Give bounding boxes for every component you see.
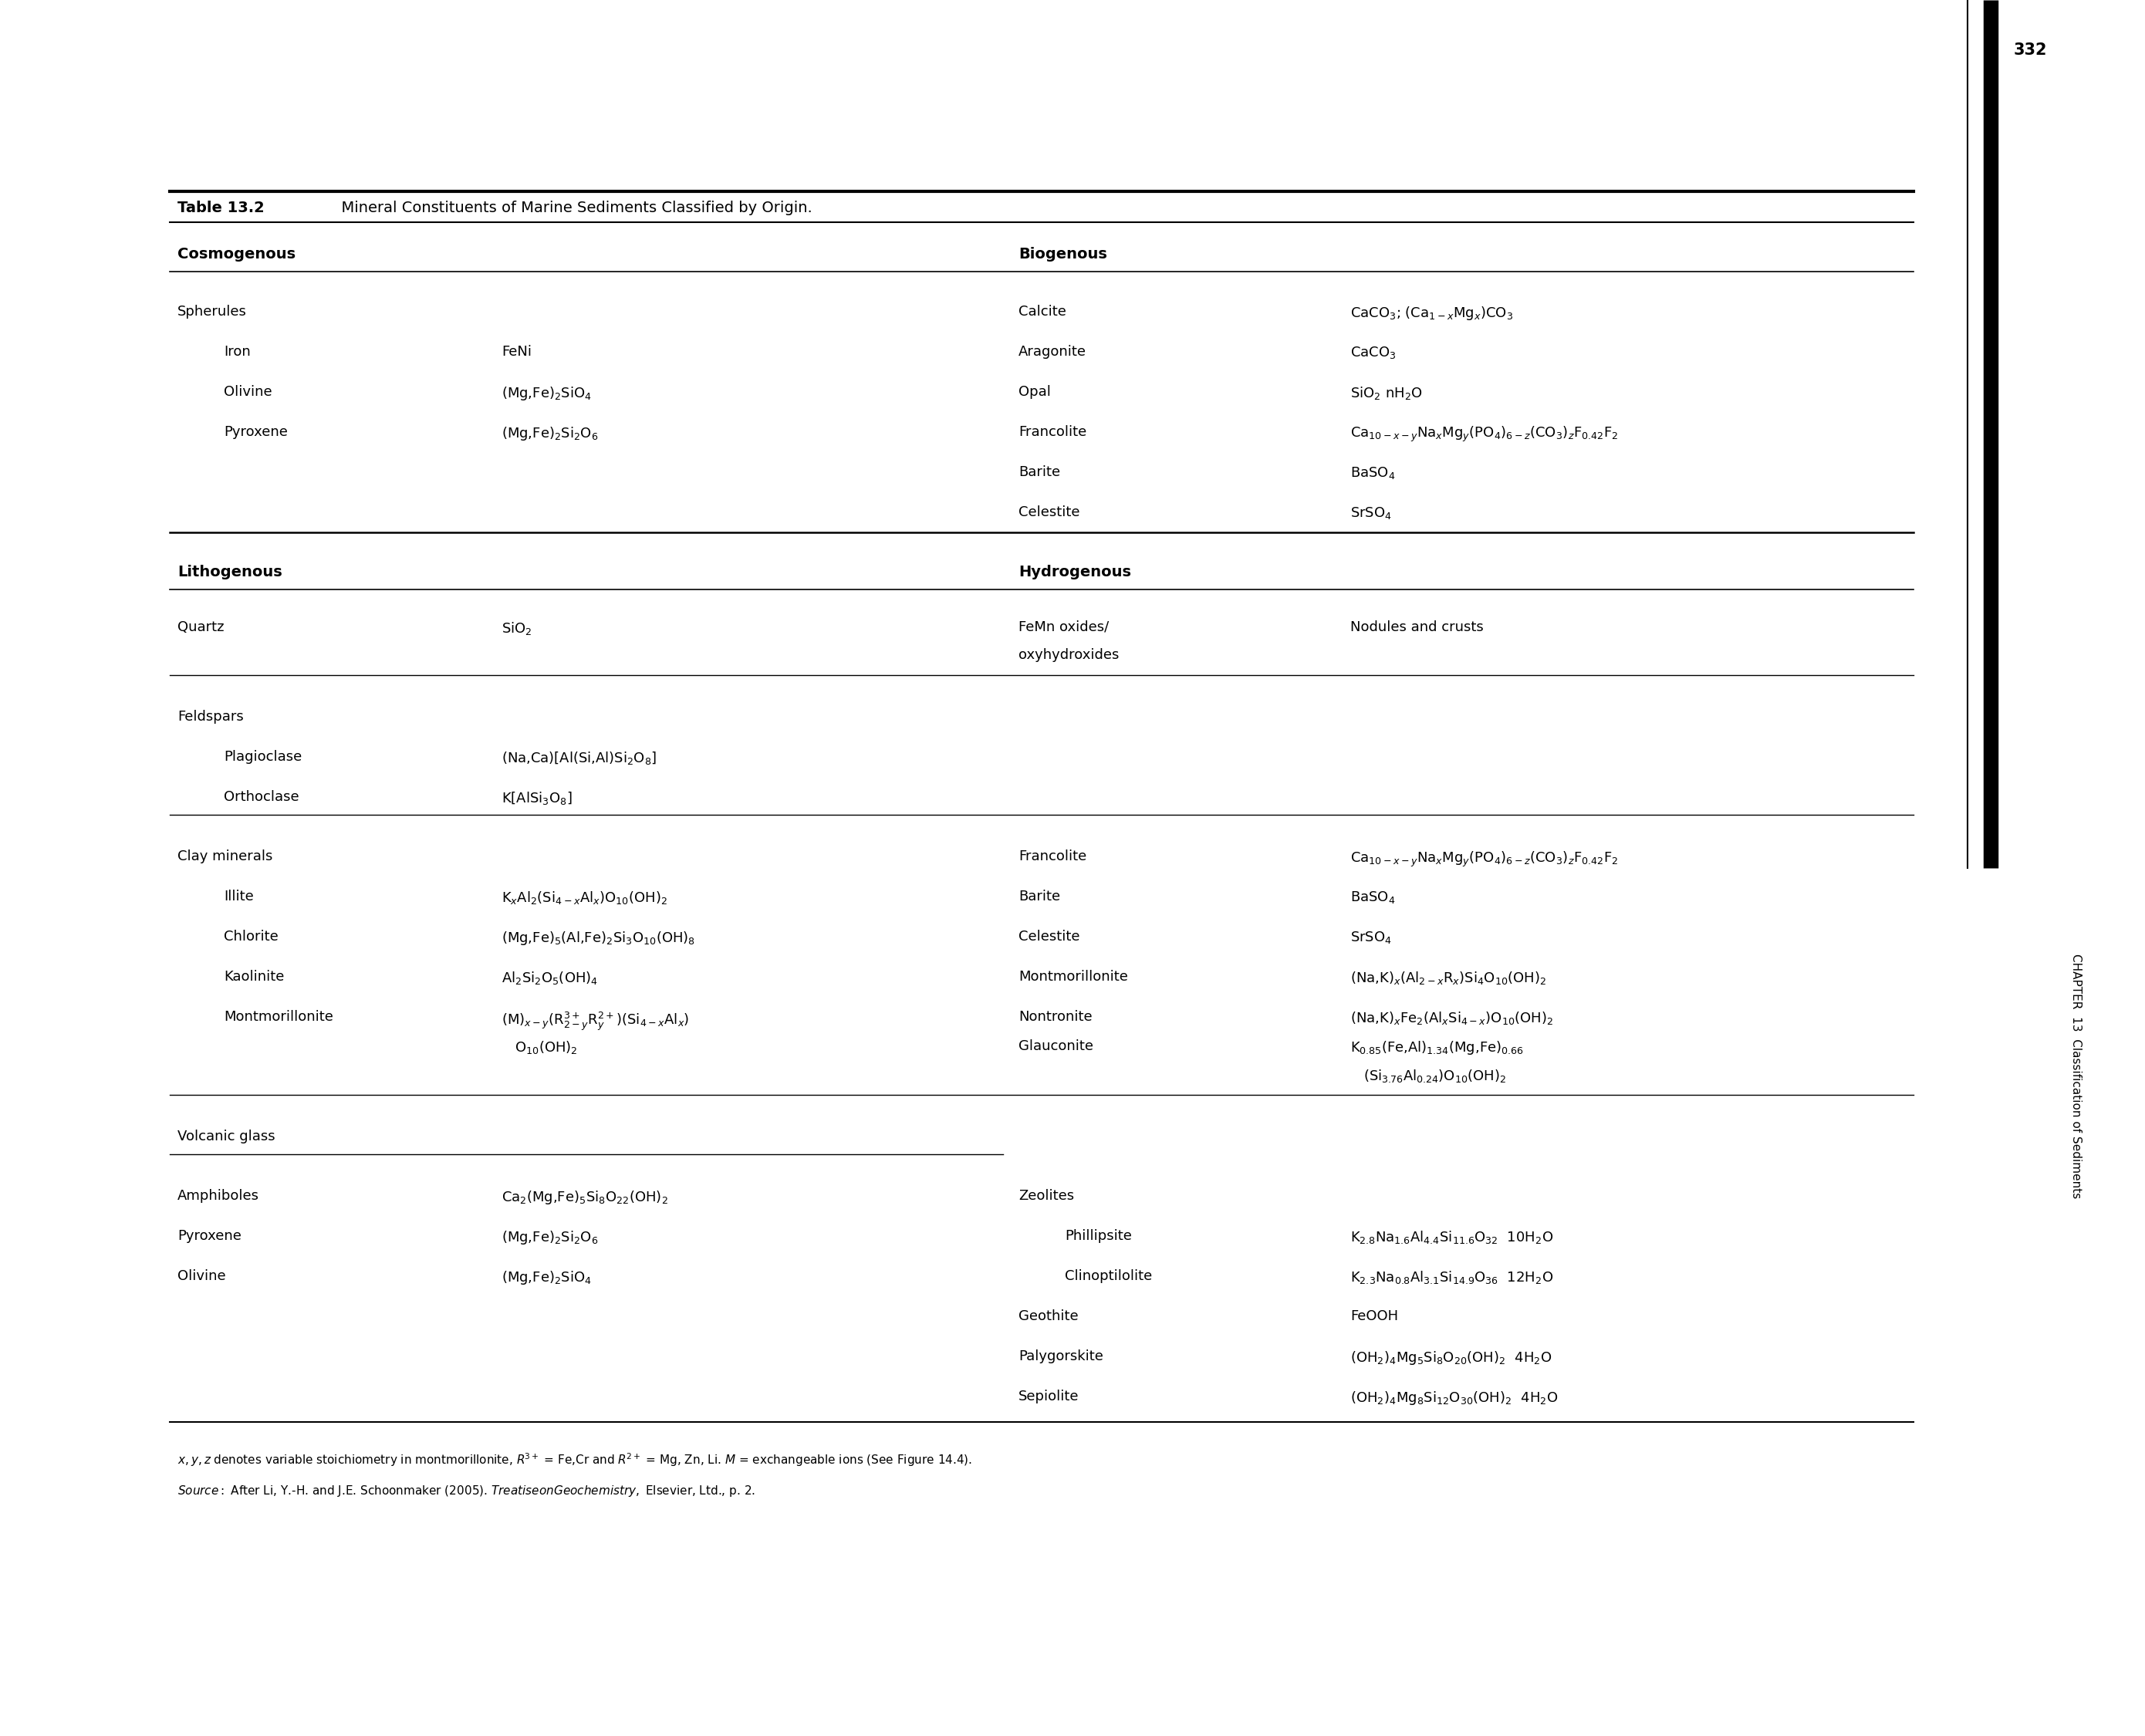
Text: Calcite: Calcite xyxy=(1019,306,1066,319)
Text: Montmorillonite: Montmorillonite xyxy=(223,1010,332,1024)
Text: Francolite: Francolite xyxy=(1019,425,1088,439)
Text: Plagioclase: Plagioclase xyxy=(223,750,302,764)
Text: Mineral Constituents of Marine Sediments Classified by Origin.: Mineral Constituents of Marine Sediments… xyxy=(332,201,813,215)
Text: Ca$_{10-x-y}$Na$_x$Mg$_y$(PO$_4$)$_{6-z}$(CO$_3$)$_z$F$_{0.42}$F$_2$: Ca$_{10-x-y}$Na$_x$Mg$_y$(PO$_4$)$_{6-z}… xyxy=(1349,851,1619,868)
Text: (Mg,Fe)$_2$SiO$_4$: (Mg,Fe)$_2$SiO$_4$ xyxy=(502,1269,592,1286)
Text: Olivine: Olivine xyxy=(223,385,272,399)
Text: CaCO$_3$; (Ca$_{1-x}$Mg$_x$)CO$_3$: CaCO$_3$; (Ca$_{1-x}$Mg$_x$)CO$_3$ xyxy=(1349,306,1512,321)
Text: CHAPTER  13  Classification of Sediments: CHAPTER 13 Classification of Sediments xyxy=(2070,953,2081,1198)
Text: CaCO$_3$: CaCO$_3$ xyxy=(1349,345,1396,361)
Text: (OH$_2$)$_4$Mg$_5$Si$_8$O$_{20}$(OH)$_2$  4H$_2$O: (OH$_2$)$_4$Mg$_5$Si$_8$O$_{20}$(OH)$_2$… xyxy=(1349,1349,1553,1366)
Text: Hydrogenous: Hydrogenous xyxy=(1019,564,1130,580)
Text: (Mg,Fe)$_2$Si$_2$O$_6$: (Mg,Fe)$_2$Si$_2$O$_6$ xyxy=(502,1229,598,1246)
Text: Quartz: Quartz xyxy=(178,620,223,634)
Text: (M)$_{x-y}$(R$^{3+}_{2-y}$R$^{2+}_y$)(Si$_{4-x}$Al$_x$): (M)$_{x-y}$(R$^{3+}_{2-y}$R$^{2+}_y$)(Si… xyxy=(502,1010,689,1033)
Text: Iron: Iron xyxy=(223,345,251,359)
Text: Opal: Opal xyxy=(1019,385,1051,399)
Text: (Mg,Fe)$_2$SiO$_4$: (Mg,Fe)$_2$SiO$_4$ xyxy=(502,385,592,403)
Text: Chlorite: Chlorite xyxy=(223,930,279,944)
Text: (Mg,Fe)$_2$Si$_2$O$_6$: (Mg,Fe)$_2$Si$_2$O$_6$ xyxy=(502,425,598,443)
Text: Nodules and crusts: Nodules and crusts xyxy=(1349,620,1484,634)
Text: K$_x$Al$_2$(Si$_{4-x}$Al$_x$)O$_{10}$(OH)$_2$: K$_x$Al$_2$(Si$_{4-x}$Al$_x$)O$_{10}$(OH… xyxy=(502,891,667,906)
Text: BaSO$_4$: BaSO$_4$ xyxy=(1349,465,1396,481)
Text: Glauconite: Glauconite xyxy=(1019,1040,1094,1054)
Text: Ca$_2$(Mg,Fe)$_5$Si$_8$O$_{22}$(OH)$_2$: Ca$_2$(Mg,Fe)$_5$Si$_8$O$_{22}$(OH)$_2$ xyxy=(502,1189,667,1207)
Text: 332: 332 xyxy=(2014,42,2046,57)
Text: Pyroxene: Pyroxene xyxy=(178,1229,242,1243)
Text: Spherules: Spherules xyxy=(178,306,247,319)
Text: (Na,K)$_x$Fe$_2$(Al$_x$Si$_{4-x}$)O$_{10}$(OH)$_2$: (Na,K)$_x$Fe$_2$(Al$_x$Si$_{4-x}$)O$_{10… xyxy=(1349,1010,1553,1026)
Text: FeOOH: FeOOH xyxy=(1349,1309,1399,1323)
Text: Volcanic glass: Volcanic glass xyxy=(178,1130,275,1144)
Text: BaSO$_4$: BaSO$_4$ xyxy=(1349,891,1396,906)
Text: Celestite: Celestite xyxy=(1019,930,1079,944)
Text: SiO$_2$ nH$_2$O: SiO$_2$ nH$_2$O xyxy=(1349,385,1422,401)
Text: Celestite: Celestite xyxy=(1019,505,1079,519)
Text: Feldspars: Feldspars xyxy=(178,710,245,724)
Text: Palygorskite: Palygorskite xyxy=(1019,1349,1103,1363)
Text: K$_{0.85}$(Fe,Al)$_{1.34}$(Mg,Fe)$_{0.66}$: K$_{0.85}$(Fe,Al)$_{1.34}$(Mg,Fe)$_{0.66… xyxy=(1349,1040,1523,1055)
Text: Cosmogenous: Cosmogenous xyxy=(178,247,296,262)
Text: Barite: Barite xyxy=(1019,465,1060,479)
Text: FeMn oxides/: FeMn oxides/ xyxy=(1019,620,1109,634)
Text: Pyroxene: Pyroxene xyxy=(223,425,287,439)
Text: (OH$_2$)$_4$Mg$_8$Si$_{12}$O$_{30}$(OH)$_2$  4H$_2$O: (OH$_2$)$_4$Mg$_8$Si$_{12}$O$_{30}$(OH)$… xyxy=(1349,1391,1557,1406)
Text: SiO$_2$: SiO$_2$ xyxy=(502,620,532,637)
Text: (Si$_{3.76}$Al$_{0.24}$)O$_{10}$(OH)$_2$: (Si$_{3.76}$Al$_{0.24}$)O$_{10}$(OH)$_2$ xyxy=(1349,1068,1506,1085)
Text: Sepiolite: Sepiolite xyxy=(1019,1391,1079,1404)
Text: Barite: Barite xyxy=(1019,891,1060,904)
Text: (Na,K)$_x$(Al$_{2-x}$R$_x$)Si$_4$O$_{10}$(OH)$_2$: (Na,K)$_x$(Al$_{2-x}$R$_x$)Si$_4$O$_{10}… xyxy=(1349,970,1547,986)
Text: Kaolinite: Kaolinite xyxy=(223,970,285,984)
Text: Geothite: Geothite xyxy=(1019,1309,1079,1323)
Text: $\it{Source:}$ After Li, Y.-H. and J.E. Schoonmaker (2005). $\it{Treatise on Geo: $\it{Source:}$ After Li, Y.-H. and J.E. … xyxy=(178,1484,755,1498)
Text: SrSO$_4$: SrSO$_4$ xyxy=(1349,505,1392,521)
Text: O$_{10}$(OH)$_2$: O$_{10}$(OH)$_2$ xyxy=(502,1040,577,1055)
Text: (Na,Ca)[Al(Si,Al)Si$_2$O$_8$]: (Na,Ca)[Al(Si,Al)Si$_2$O$_8$] xyxy=(502,750,656,767)
Text: Zeolites: Zeolites xyxy=(1019,1189,1075,1203)
Text: Clay minerals: Clay minerals xyxy=(178,851,272,865)
Text: K[AlSi$_3$O$_8$]: K[AlSi$_3$O$_8$] xyxy=(502,790,573,807)
Text: Al$_2$Si$_2$O$_5$(OH)$_4$: Al$_2$Si$_2$O$_5$(OH)$_4$ xyxy=(502,970,598,986)
Text: $\it{x, y, z}$ denotes variable stoichiometry in montmorillonite, $\it{R}$$^{3+}: $\it{x, y, z}$ denotes variable stoichio… xyxy=(178,1451,972,1469)
Text: Illite: Illite xyxy=(223,891,253,904)
Text: Biogenous: Biogenous xyxy=(1019,247,1107,262)
Text: Table 13.2: Table 13.2 xyxy=(178,201,264,215)
Text: Orthoclase: Orthoclase xyxy=(223,790,298,804)
Text: Montmorillonite: Montmorillonite xyxy=(1019,970,1128,984)
Text: Clinoptilolite: Clinoptilolite xyxy=(1064,1269,1152,1283)
Text: Phillipsite: Phillipsite xyxy=(1064,1229,1133,1243)
Text: Lithogenous: Lithogenous xyxy=(178,564,283,580)
Text: (Mg,Fe)$_5$(Al,Fe)$_2$Si$_3$O$_{10}$(OH)$_8$: (Mg,Fe)$_5$(Al,Fe)$_2$Si$_3$O$_{10}$(OH)… xyxy=(502,930,695,948)
Text: SrSO$_4$: SrSO$_4$ xyxy=(1349,930,1392,946)
Text: Ca$_{10-x-y}$Na$_x$Mg$_y$(PO$_4$)$_{6-z}$(CO$_3$)$_z$F$_{0.42}$F$_2$: Ca$_{10-x-y}$Na$_x$Mg$_y$(PO$_4$)$_{6-z}… xyxy=(1349,425,1619,444)
Text: K$_{2.3}$Na$_{0.8}$Al$_{3.1}$Si$_{14.9}$O$_{36}$  12H$_2$O: K$_{2.3}$Na$_{0.8}$Al$_{3.1}$Si$_{14.9}$… xyxy=(1349,1269,1553,1286)
Text: Aragonite: Aragonite xyxy=(1019,345,1085,359)
Text: Francolite: Francolite xyxy=(1019,851,1088,865)
Text: Nontronite: Nontronite xyxy=(1019,1010,1092,1024)
Text: Amphiboles: Amphiboles xyxy=(178,1189,260,1203)
Text: K$_{2.8}$Na$_{1.6}$Al$_{4.4}$Si$_{11.6}$O$_{32}$  10H$_2$O: K$_{2.8}$Na$_{1.6}$Al$_{4.4}$Si$_{11.6}$… xyxy=(1349,1229,1553,1245)
Text: Olivine: Olivine xyxy=(178,1269,225,1283)
Text: oxyhydroxides: oxyhydroxides xyxy=(1019,649,1120,663)
Text: FeNi: FeNi xyxy=(502,345,532,359)
